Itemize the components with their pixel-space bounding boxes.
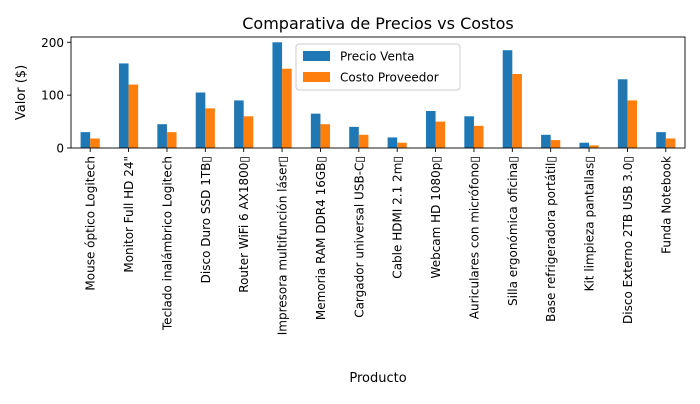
bar-precio-venta xyxy=(425,111,436,148)
chart-title: Comparativa de Precios vs Costos xyxy=(242,14,514,33)
legend-label: Costo Proveedor xyxy=(340,71,439,85)
plot-frame xyxy=(70,36,686,149)
bar-precio-venta xyxy=(195,92,206,148)
axes-layer: 0 100 200 Mouse óptico Logitech Monitor Full… xyxy=(41,36,686,335)
x-tick-label: Funda Notebook xyxy=(659,156,673,254)
bar-precio-venta xyxy=(617,79,628,148)
x-tick-label: Router WiFi 6 AX1800▯ xyxy=(237,156,251,293)
x-tick-label: Cable HDMI 2.1 2m▯ xyxy=(391,156,405,279)
bar-costo-proveedor xyxy=(320,124,331,148)
bar-precio-venta xyxy=(272,42,283,148)
bar-costo-proveedor xyxy=(473,125,484,148)
bar-precio-venta xyxy=(349,126,359,148)
bar-costo-proveedor xyxy=(512,74,522,148)
bar-precio-venta xyxy=(541,134,551,148)
bar-costo-proveedor xyxy=(627,100,638,148)
bar-precio-venta xyxy=(310,113,321,148)
bar-precio-venta xyxy=(157,124,167,148)
bar-costo-proveedor xyxy=(589,145,599,148)
x-tick-label: Disco Externo 2TB USB 3.0▯ xyxy=(621,156,635,324)
bar-costo-proveedor xyxy=(550,140,561,148)
legend-label: Precio Venta xyxy=(340,50,415,64)
y-tick-label: 200 xyxy=(41,36,64,50)
legend-swatch xyxy=(303,51,330,61)
bar-costo-proveedor xyxy=(90,138,100,148)
x-tick-label: Kit limpieza pantallas▯ xyxy=(583,156,597,291)
x-tick-label: Teclado inalámbrico Logitech xyxy=(160,156,174,331)
bar-precio-venta xyxy=(387,137,398,148)
x-tick-label: Cargador universal USB-C▯ xyxy=(352,156,366,318)
x-tick-label: Monitor Full HD 24" xyxy=(122,156,136,273)
y-tick-label: 100 xyxy=(41,89,64,103)
bar-costo-proveedor xyxy=(397,142,407,148)
legend-box xyxy=(295,43,461,91)
bar-costo-proveedor xyxy=(205,108,215,148)
bar-precio-venta xyxy=(502,50,513,148)
bar-precio-venta xyxy=(579,142,590,148)
legend: Precio Venta Costo Proveedor xyxy=(295,43,461,91)
x-tick-label: Disco Duro SSD 1TB▯ xyxy=(199,156,213,283)
bar-precio-venta xyxy=(80,132,91,148)
x-tick-label: Impresora multifunción láser▯ xyxy=(276,156,290,335)
y-tick-label: 0 xyxy=(56,142,64,156)
bar-precio-venta xyxy=(118,63,129,148)
bar-costo-proveedor xyxy=(665,138,676,148)
bar-costo-proveedor xyxy=(166,132,177,148)
bar-precio-venta xyxy=(464,116,474,148)
x-axis-label: Producto xyxy=(349,371,406,386)
y-axis-label: Valor ($) xyxy=(14,65,29,120)
bars-layer xyxy=(80,42,676,148)
x-tick-label: Silla ergonómica oficina▯ xyxy=(506,156,520,306)
x-tick-label: Auriculares con micrófono▯ xyxy=(467,156,481,319)
bar-costo-proveedor xyxy=(435,121,446,148)
bar-costo-proveedor xyxy=(358,134,369,148)
bar-costo-proveedor xyxy=(128,84,139,148)
bar-precio-venta xyxy=(234,100,244,148)
x-tick-label: Base refrigeradora portátil▯ xyxy=(544,156,558,322)
bar-costo-proveedor xyxy=(243,116,254,148)
x-tick-label: Memoria RAM DDR4 16GB▯ xyxy=(314,156,328,320)
bar-precio-venta xyxy=(656,132,666,148)
x-tick-label: Webcam HD 1080p▯ xyxy=(429,156,443,278)
x-tick-label: Mouse óptico Logitech xyxy=(84,156,98,291)
legend-swatch xyxy=(303,72,330,82)
bar-costo-proveedor xyxy=(282,68,292,148)
